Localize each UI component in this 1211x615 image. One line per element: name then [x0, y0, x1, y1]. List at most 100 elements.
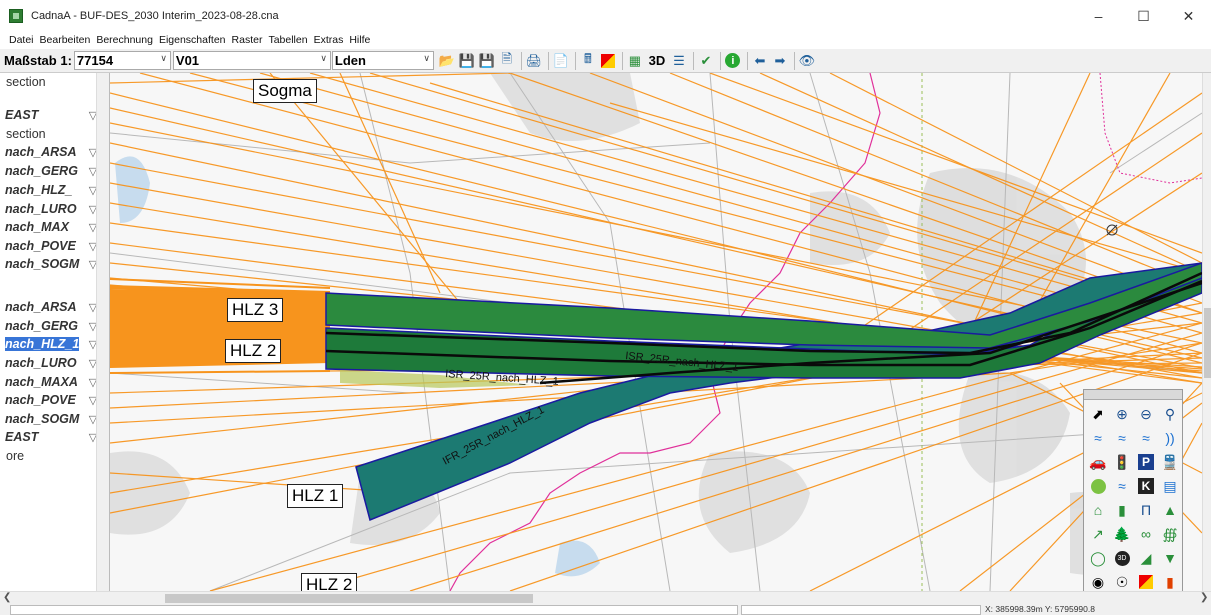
- scrollbar-thumb[interactable]: [1204, 308, 1211, 378]
- filter-icon[interactable]: ▽: [88, 165, 98, 178]
- railway-icon[interactable]: 🚆: [1161, 453, 1179, 470]
- bridge-icon[interactable]: Π: [1140, 502, 1152, 518]
- cylinder-icon[interactable]: ◯: [1090, 549, 1106, 566]
- object-tree-item[interactable]: ore: [0, 447, 100, 465]
- 3d-view-button[interactable]: 3D: [648, 53, 666, 68]
- redo-icon[interactable]: ➡: [774, 52, 786, 68]
- facade-icon[interactable]: ▮: [1166, 573, 1174, 590]
- grid-color-icon[interactable]: [599, 52, 617, 70]
- filter-icon[interactable]: ▽: [88, 301, 98, 314]
- minimize-button[interactable]: –: [1094, 8, 1103, 24]
- 3d-object-icon[interactable]: 3D: [1111, 547, 1133, 569]
- object-tree-item[interactable]: nach_MAXA ▽: [0, 373, 100, 391]
- metric-select[interactable]: Lden ∨: [331, 51, 434, 70]
- chevron-right-icon[interactable]: ❯: [1200, 592, 1209, 603]
- filter-icon[interactable]: ▽: [88, 376, 98, 389]
- zoom-in-icon[interactable]: ⊕: [1116, 405, 1128, 422]
- point-source-icon[interactable]: ≈: [1094, 430, 1102, 446]
- object-tree-item[interactable]: nach_MAX ▽: [0, 218, 100, 236]
- menu-hilfe[interactable]: Hilfe: [349, 34, 371, 46]
- receiver-icon[interactable]: ◉: [1091, 573, 1105, 590]
- zoom-out-icon[interactable]: ⊖: [1140, 405, 1152, 422]
- object-tree-item[interactable]: nach_HLZ_ ▽: [0, 181, 100, 199]
- filter-icon[interactable]: ▽: [88, 203, 98, 216]
- menu-tabellen[interactable]: Tabellen: [268, 34, 308, 46]
- object-tree-item[interactable]: nach_ARSA ▽: [0, 143, 100, 161]
- open-folder-icon[interactable]: 📂: [438, 52, 455, 68]
- info-icon[interactable]: i: [724, 52, 742, 70]
- signal-icon[interactable]: ▤: [1163, 477, 1177, 494]
- triangle-down-icon[interactable]: ▼: [1163, 550, 1177, 566]
- filter-icon[interactable]: ▽: [88, 357, 98, 370]
- menu-datei[interactable]: Datei: [9, 34, 34, 46]
- object-tree-item[interactable]: nach_POVE ▽: [0, 237, 100, 255]
- map-label-hlz2-bottom[interactable]: HLZ 2: [301, 573, 358, 591]
- menu-raster[interactable]: Raster: [231, 34, 263, 46]
- filter-icon[interactable]: ▽: [88, 394, 98, 407]
- scrollbar-thumb[interactable]: [165, 594, 533, 603]
- zoom-extent-icon[interactable]: ⚲: [1164, 405, 1176, 422]
- filter-icon[interactable]: ▽: [88, 146, 98, 159]
- list-icon[interactable]: ☰: [673, 52, 685, 68]
- maximize-button[interactable]: ☐: [1137, 7, 1150, 24]
- calculator-icon[interactable]: 🖩: [584, 50, 592, 66]
- print-icon[interactable]: 🖨: [525, 52, 543, 68]
- object-tree-item[interactable]: nach_LURO ▽: [0, 200, 100, 218]
- noise-map-icon[interactable]: [1135, 571, 1157, 593]
- filter-icon[interactable]: ▽: [88, 109, 98, 122]
- object-tree-item[interactable]: nach_POVE ▽: [0, 391, 100, 409]
- menu-bearbeiten[interactable]: Bearbeiten: [39, 34, 91, 46]
- embankment-icon[interactable]: ◢: [1140, 549, 1152, 566]
- object-tree-item[interactable]: EAST ▽: [0, 106, 100, 124]
- object-tree-item[interactable]: nach_GERG ▽: [0, 317, 100, 335]
- menu-berechnung[interactable]: Berechnung: [96, 34, 153, 46]
- scale-select[interactable]: 77154 ∨: [73, 51, 171, 70]
- menu-eigenschaften[interactable]: Eigenschaften: [158, 34, 226, 46]
- filter-icon[interactable]: ▽: [88, 413, 98, 426]
- menu-extras[interactable]: Extras: [313, 34, 344, 46]
- save-as-icon[interactable]: 💾: [478, 52, 495, 68]
- object-tree-item[interactable]: nach_HLZ_1 ▽: [0, 335, 100, 353]
- traffic-light-icon[interactable]: 🚦: [1113, 453, 1131, 470]
- map-label-hlz2[interactable]: HLZ 2: [225, 339, 282, 363]
- object-tree-icon[interactable]: ▦: [628, 52, 642, 68]
- filter-icon[interactable]: ▽: [88, 431, 98, 444]
- close-button[interactable]: ✕: [1182, 7, 1195, 24]
- eye-icon[interactable]: 👁: [798, 52, 816, 68]
- filter-icon[interactable]: ▽: [88, 184, 98, 197]
- filter-icon[interactable]: ▽: [88, 258, 98, 271]
- contour-icon[interactable]: ∞: [1141, 526, 1151, 542]
- pointer-icon[interactable]: ⬈: [1092, 405, 1104, 422]
- chevron-left-icon[interactable]: ❮: [3, 592, 12, 603]
- line-source-icon[interactable]: ≈: [1118, 430, 1126, 446]
- undo-icon[interactable]: ⬅: [754, 52, 766, 68]
- filter-icon[interactable]: ▽: [88, 320, 98, 333]
- object-tree-item[interactable]: EAST ▽: [0, 428, 100, 446]
- map-horizontal-scrollbar[interactable]: ❮ ❯: [0, 591, 1211, 604]
- height-point-icon[interactable]: ↗: [1092, 525, 1104, 542]
- road-icon[interactable]: 🚗: [1089, 453, 1107, 470]
- air-traffic-icon[interactable]: ≈: [1118, 478, 1126, 494]
- save-icon[interactable]: 💾: [458, 52, 475, 68]
- filter-icon[interactable]: ▽: [88, 338, 98, 351]
- k-marker-icon[interactable]: K: [1135, 475, 1157, 497]
- object-tree-item[interactable]: nach_LURO ▽: [0, 354, 100, 372]
- document-icon[interactable]: 📄: [552, 52, 569, 68]
- map-label-hlz1[interactable]: HLZ 1: [287, 484, 344, 508]
- object-tree-item[interactable]: section: [0, 73, 100, 91]
- object-tree-item[interactable]: section: [0, 125, 100, 143]
- building-icon[interactable]: ⌂: [1093, 502, 1103, 518]
- parking-lot-icon[interactable]: P: [1135, 451, 1157, 473]
- variant-select[interactable]: V01 ∨: [172, 51, 331, 70]
- grid-receiver-icon[interactable]: ☉: [1115, 573, 1129, 590]
- forest-icon[interactable]: 🌲: [1113, 525, 1131, 542]
- object-tree-item[interactable]: nach_SOGM ▽: [0, 255, 100, 273]
- ground-absorption-icon[interactable]: ∰: [1162, 525, 1178, 542]
- export-icon[interactable]: 🗎: [501, 50, 513, 66]
- object-tree-item[interactable]: nach_SOGM ▽: [0, 410, 100, 428]
- map-label-sogma[interactable]: Sogma: [253, 79, 317, 103]
- map-vertical-scrollbar[interactable]: [1202, 73, 1211, 591]
- object-tree-scrollbar[interactable]: [96, 73, 109, 591]
- area-source-icon[interactable]: ≈: [1142, 430, 1150, 446]
- map-label-hlz3[interactable]: HLZ 3: [227, 298, 284, 322]
